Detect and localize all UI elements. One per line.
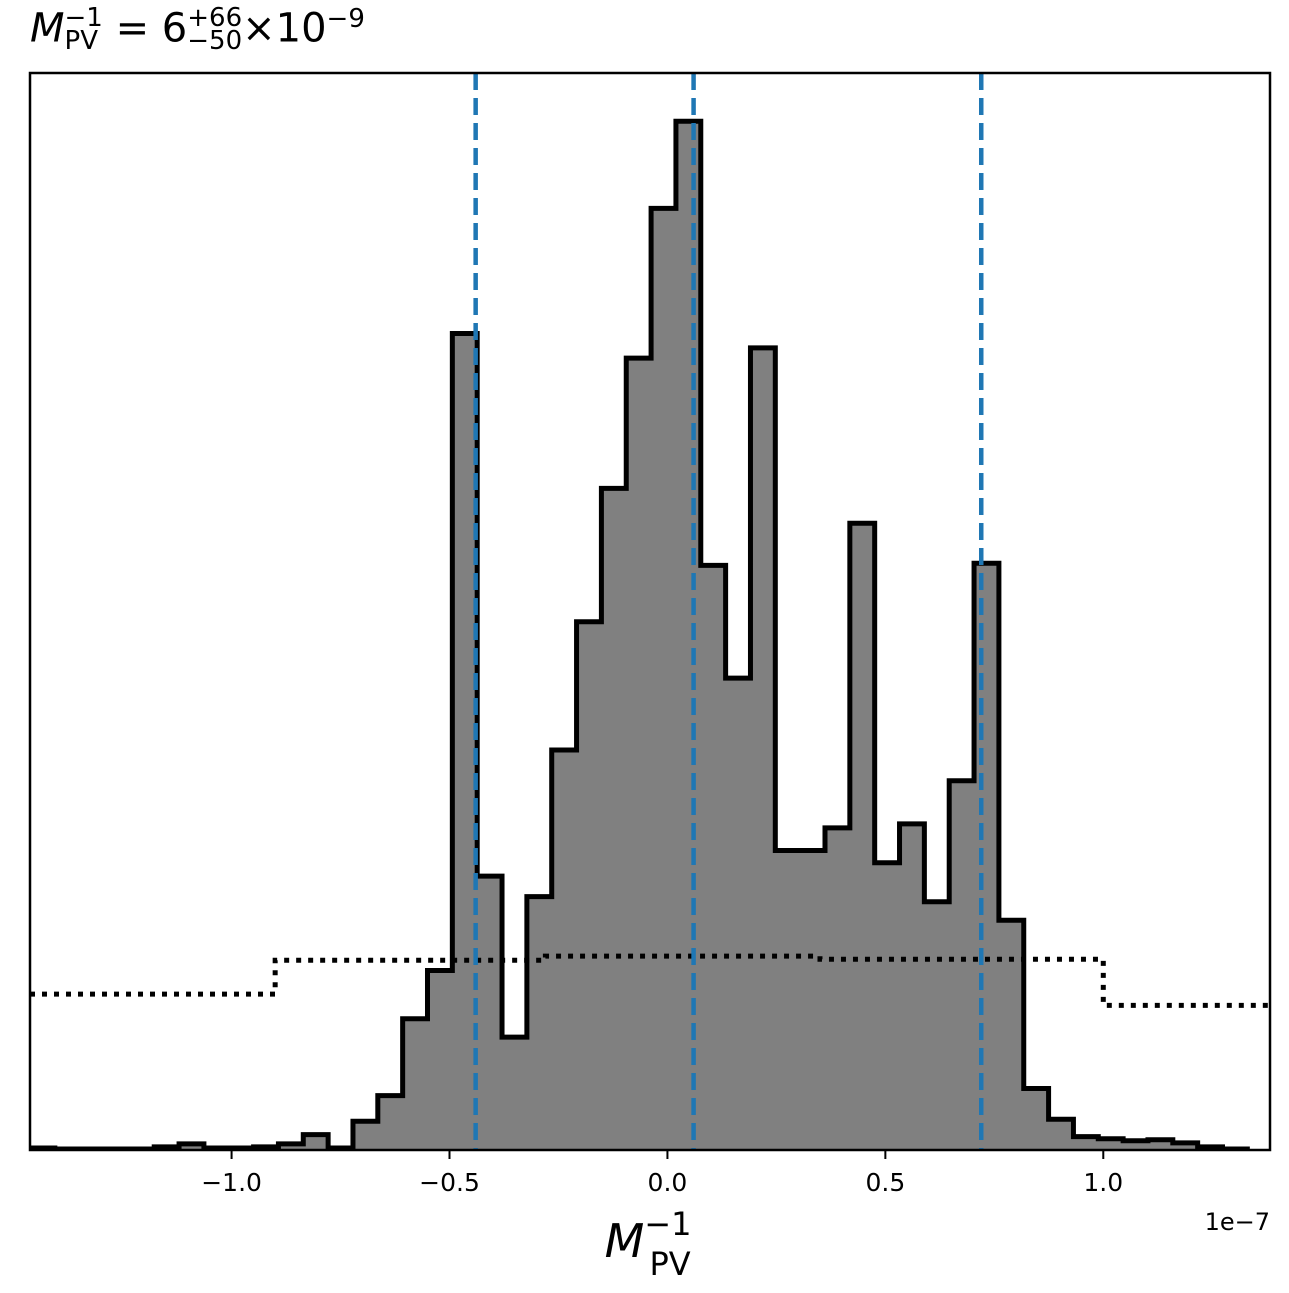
posterior-bar bbox=[179, 1143, 205, 1150]
posterior-bar bbox=[526, 896, 553, 1150]
posterior-bar bbox=[1048, 1119, 1074, 1150]
x-tick-label: 1.0 bbox=[1083, 1168, 1123, 1197]
posterior-bar bbox=[750, 347, 776, 1150]
x-tick-label: −0.5 bbox=[419, 1168, 480, 1197]
posterior-bar bbox=[824, 827, 851, 1150]
title-times: × bbox=[242, 5, 276, 52]
posterior-bar bbox=[278, 1143, 304, 1150]
posterior-bar bbox=[502, 1037, 528, 1150]
posterior-bar bbox=[974, 563, 1000, 1150]
title-sub: PV bbox=[64, 26, 98, 57]
posterior-bar bbox=[576, 621, 602, 1150]
title-lower: −50 bbox=[187, 26, 243, 57]
posterior-bar bbox=[1073, 1136, 1099, 1150]
posterior-bar bbox=[1123, 1140, 1149, 1150]
posterior-bar bbox=[651, 208, 677, 1150]
posterior-bar bbox=[601, 488, 627, 1150]
title-exp: −9 bbox=[326, 4, 365, 34]
posterior-bar bbox=[477, 876, 503, 1150]
chart-title: M −1 PV = 6 +66 −50 ×10−9 bbox=[30, 2, 365, 57]
posterior-bar bbox=[1023, 1088, 1050, 1150]
posterior-bar bbox=[998, 920, 1025, 1150]
title-equals: = bbox=[115, 5, 150, 52]
posterior-bar bbox=[675, 121, 702, 1150]
title-upper: +66 bbox=[187, 2, 243, 33]
posterior-bar bbox=[427, 970, 453, 1150]
posterior-bar bbox=[402, 1018, 428, 1150]
x-tick-label: 0.5 bbox=[865, 1168, 905, 1197]
posterior-bar bbox=[303, 1134, 329, 1150]
posterior-bar bbox=[377, 1095, 404, 1150]
xlabel-sup: −1 bbox=[644, 1205, 691, 1243]
x-tick-label: −1.0 bbox=[201, 1168, 262, 1197]
posterior-bar bbox=[849, 523, 876, 1150]
quantile-lines bbox=[473, 73, 984, 1150]
posterior-bar bbox=[626, 358, 652, 1150]
posterior-bar bbox=[700, 565, 727, 1150]
posterior-bar bbox=[800, 850, 826, 1150]
posterior-bar bbox=[924, 901, 950, 1150]
xlabel-symbol: M bbox=[605, 1214, 645, 1268]
title-value: 6 bbox=[161, 5, 188, 52]
x-tick-label: 0.0 bbox=[648, 1168, 688, 1197]
posterior-outline bbox=[30, 118, 1250, 1150]
posterior-bar bbox=[1147, 1139, 1174, 1150]
title-sup: −1 bbox=[64, 2, 103, 33]
title-base: 10 bbox=[275, 5, 327, 52]
posterior-bar bbox=[725, 678, 751, 1150]
posterior-bar bbox=[949, 780, 975, 1150]
posterior-bar bbox=[1172, 1142, 1199, 1150]
title-symbol: M bbox=[30, 5, 65, 52]
posterior-bar bbox=[775, 850, 801, 1150]
posterior-bar bbox=[1098, 1138, 1124, 1150]
plot-frame bbox=[28, 71, 1272, 1152]
posterior-bar bbox=[551, 749, 578, 1150]
x-offset-text: 1e−7 bbox=[1205, 1208, 1270, 1236]
x-axis-ticks: −1.0 −0.5 0.0 0.5 1.0 bbox=[201, 1150, 1123, 1197]
posterior-bar bbox=[874, 862, 901, 1150]
posterior-bar bbox=[899, 823, 925, 1150]
posterior-bar bbox=[352, 1121, 379, 1150]
xlabel-sub: PV bbox=[649, 1245, 690, 1283]
x-axis-label: M−1 PV bbox=[605, 1205, 692, 1283]
